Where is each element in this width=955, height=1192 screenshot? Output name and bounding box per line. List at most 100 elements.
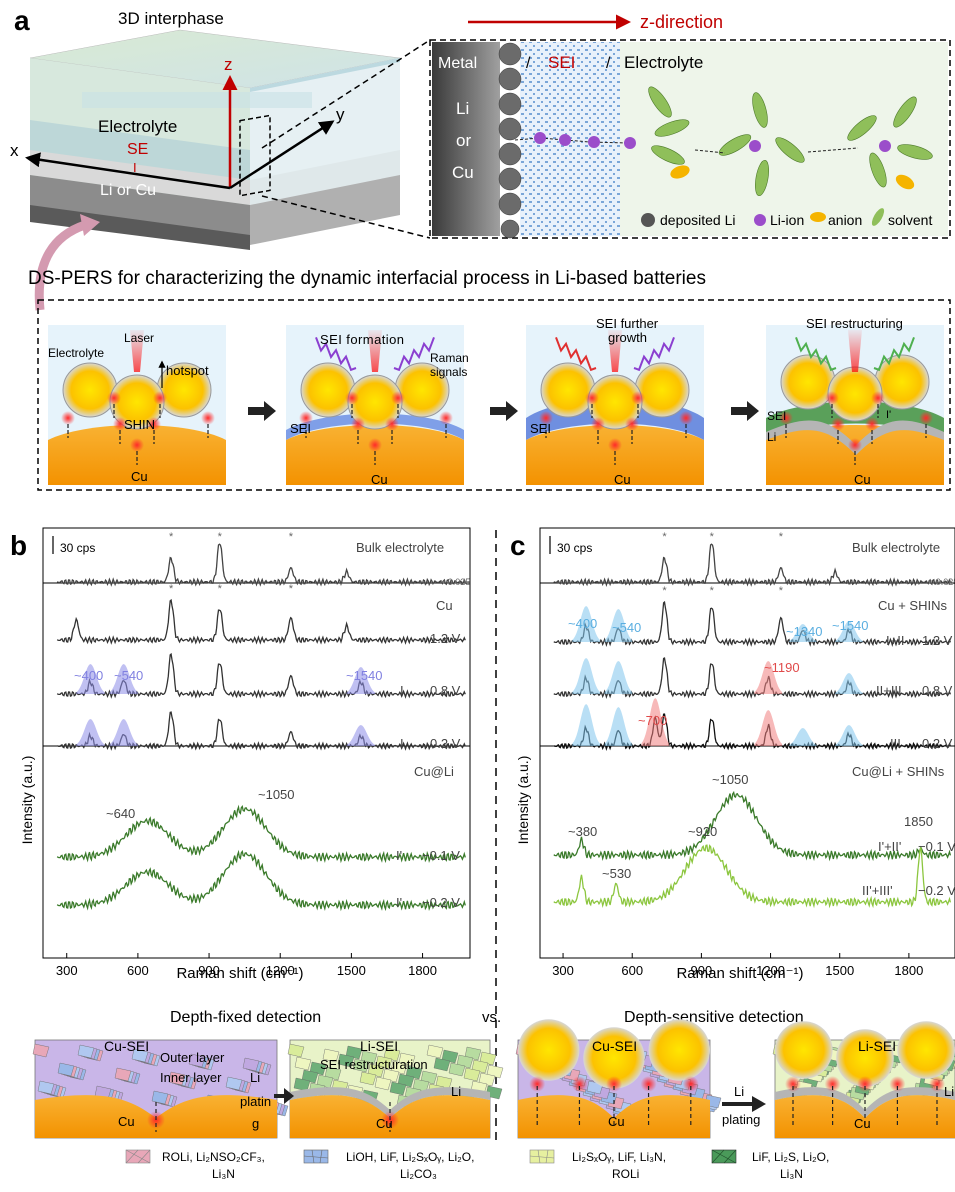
chartB-xtick: 300 xyxy=(56,963,78,978)
b-peak-1540: ~1540 xyxy=(346,668,383,683)
deposited-li-spheres xyxy=(498,42,522,239)
chartC-xtick: 300 xyxy=(552,963,574,978)
step4-li: Li xyxy=(767,430,776,444)
c-roman-3: III xyxy=(890,736,901,751)
c-bulk: Bulk electrolyte xyxy=(852,540,940,555)
inset-metal: Metal xyxy=(438,55,477,72)
depth-sensitive-title: Depth-sensitive detection xyxy=(624,1009,804,1026)
plating-arrow-1 xyxy=(274,1088,294,1104)
step4-cu: Cu xyxy=(854,472,871,487)
deposited-li-icon xyxy=(641,213,655,227)
c-v4: −0.1 V xyxy=(918,839,955,854)
chartB-star: * xyxy=(289,531,294,543)
legend-item4-a: LiF, Li₂S, Li₂O, xyxy=(752,1150,829,1164)
bottom-cu-sei-1: Cu-SEI xyxy=(104,1038,149,1054)
chartB-star: * xyxy=(289,583,294,595)
layer-i-label: I xyxy=(133,160,137,175)
bottom-cu-3: Cu xyxy=(608,1114,625,1129)
c-peak-920: ~920 xyxy=(688,824,717,839)
chartB-peak-fill xyxy=(346,667,376,694)
inset-electrolyte: Electrolyte xyxy=(624,53,703,72)
b-scale-factor: × 0.025 xyxy=(440,577,470,587)
bottom-inner-layer: Inner layer xyxy=(160,1070,222,1085)
legend-item1-b: Li₃N xyxy=(212,1167,235,1181)
legend-liion: Li-ion xyxy=(770,212,804,228)
b-roman-1: I xyxy=(400,683,404,698)
plating-arrow-2 xyxy=(722,1096,766,1112)
chartC-peak-fill xyxy=(789,624,817,642)
c-peak-1050: ~1050 xyxy=(712,772,749,787)
c-v5: −0.2 V xyxy=(918,883,955,898)
chartB-peak-fill xyxy=(76,664,105,694)
bottom-li-plating-3: g xyxy=(252,1116,259,1131)
step-arrow-3 xyxy=(731,401,759,421)
b-cu-li: Cu@Li xyxy=(414,764,454,779)
b-v5: −0.2 V xyxy=(422,895,460,910)
c-cu: Cu + SHINs xyxy=(878,598,947,613)
chartB-star: * xyxy=(169,531,174,543)
chartC-xtick: 1500 xyxy=(825,963,854,978)
zoom-box xyxy=(239,114,271,197)
bottom-li-plating-1: Li xyxy=(250,1070,260,1085)
step1-laser: Laser xyxy=(124,331,154,345)
axis-x xyxy=(25,152,231,190)
c-peak-1340: ~1340 xyxy=(786,624,823,639)
bottom-li-plating-b2: plating xyxy=(722,1112,760,1127)
b-v3: 0.2 V xyxy=(430,736,461,751)
chartC-frame xyxy=(539,527,955,959)
chart-b: 300 600 900 1200 1500 1800 * * * * * * xyxy=(42,527,471,978)
composition-legend: ROLi, Li₂NSO₂CF₃, Li₃N LiOH, LiF, Li₂SₓO… xyxy=(125,1149,829,1181)
dspers-step-3 xyxy=(526,325,704,485)
panel-c-label: c xyxy=(510,530,526,561)
curved-arrow xyxy=(34,220,87,311)
chartB-peak-fill xyxy=(109,719,138,746)
chartC-peak-fill xyxy=(641,698,670,746)
b-xlabel: Raman shift (cm⁻¹) xyxy=(176,965,303,982)
chartB-peak-fill xyxy=(109,664,138,694)
step-arrow-2 xyxy=(490,401,518,421)
chartC-peak-fill xyxy=(835,621,863,642)
chartC-series-0 xyxy=(553,543,952,587)
vs-label: vs. xyxy=(482,1009,501,1026)
chartC-peak-fill xyxy=(754,710,783,746)
chartC-peak-fill xyxy=(604,661,633,694)
interphase-cube xyxy=(29,29,401,250)
c-peak-700: ~700 xyxy=(638,713,667,728)
legend-item3-b: ROLi xyxy=(612,1167,639,1181)
chartC-peak-fill xyxy=(572,704,600,746)
dspers-steps xyxy=(48,325,944,485)
legend-deposited: deposited Li xyxy=(660,212,736,228)
step1-cu: Cu xyxy=(131,469,148,484)
b-peak-400: ~400 xyxy=(74,668,103,683)
b-peak-1050: ~1050 xyxy=(258,787,295,802)
legend-anion: anion xyxy=(828,212,862,228)
dspers-step-1 xyxy=(48,325,226,485)
legend-item1-a: ROLi, Li₂NSO₂CF₃, xyxy=(162,1150,265,1164)
step2-sei-formation-text: SEI formation xyxy=(320,332,404,347)
c-peak-1540: ~1540 xyxy=(832,618,869,633)
bottom-cu-1: Cu xyxy=(118,1114,135,1129)
chartC-xtick: 1200 xyxy=(756,963,785,978)
li-ion-icon xyxy=(754,214,766,226)
dspers-box xyxy=(37,299,951,491)
chartB-xtick: 600 xyxy=(127,963,149,978)
layer-electrolyte-label: Electrolyte xyxy=(98,117,177,136)
chartB-series-0 xyxy=(56,543,466,587)
chartC-xtick: 1800 xyxy=(894,963,923,978)
chartB-star: * xyxy=(218,583,223,595)
cube-title: 3D interphase xyxy=(118,9,224,28)
chartC-peak-fill xyxy=(572,606,600,642)
bottom-outer-layer: Outer layer xyxy=(160,1050,225,1065)
bottom-li-1: Li xyxy=(451,1084,461,1099)
chartB-xtick: 1200 xyxy=(266,963,295,978)
c-roman-2: II+III xyxy=(876,683,902,698)
b-bulk: Bulk electrolyte xyxy=(356,540,444,555)
step3-sei-growth-2: growth xyxy=(608,330,647,345)
step3-sei-growth-1: SEI further xyxy=(596,316,659,331)
c-v3: 0.2 V xyxy=(922,736,953,751)
c-cu-li: Cu@Li + SHINs xyxy=(852,764,945,779)
chartB-series-5 xyxy=(56,849,466,912)
panel-a-label: a xyxy=(14,5,30,36)
bottom-cu-2: Cu xyxy=(376,1116,393,1131)
